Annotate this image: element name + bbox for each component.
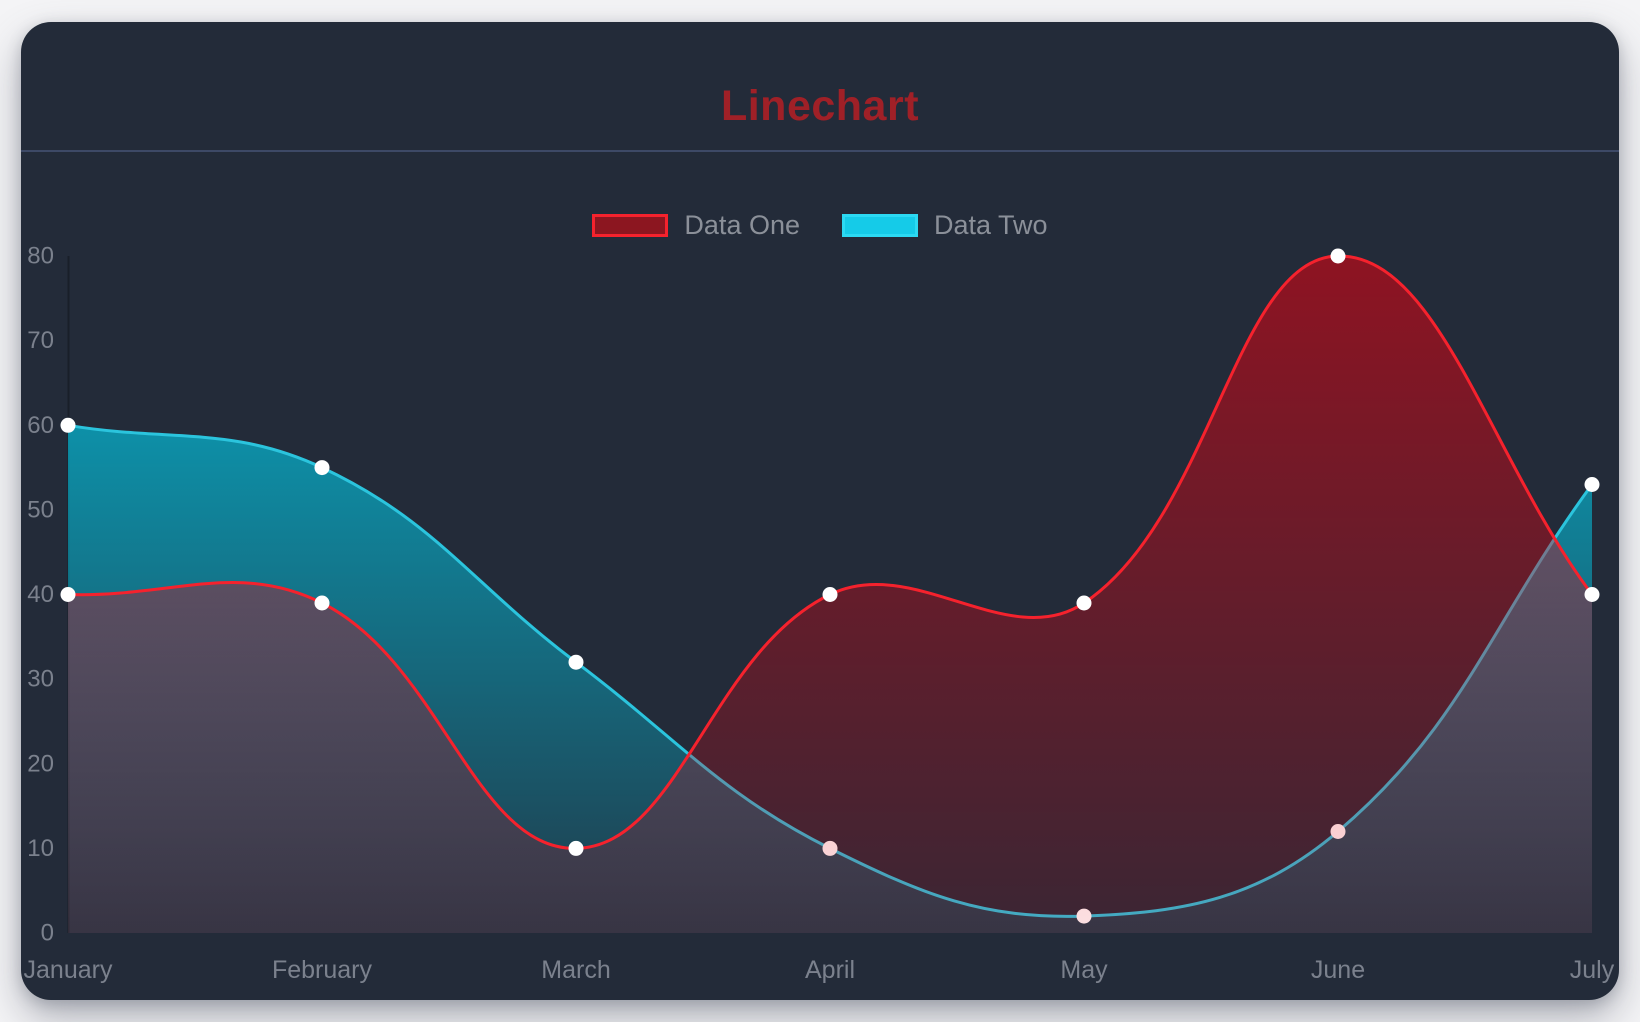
- header-divider: [21, 150, 1619, 152]
- x-tick-label-july: July: [1570, 956, 1615, 984]
- legend-item-data-one[interactable]: Data One: [592, 210, 800, 241]
- x-tick-label-january: January: [24, 956, 113, 984]
- data-point-data-two-january[interactable]: [60, 417, 76, 433]
- legend-swatch-data-two: [842, 214, 918, 237]
- data-point-data-two-march[interactable]: [568, 654, 584, 670]
- line-chart-canvas[interactable]: 0 10 20 30 40 50 60 70 80 January February March Apr…: [21, 22, 1619, 1000]
- data-point-data-one-july[interactable]: [1584, 587, 1600, 602]
- y-tick-label-60: 60: [27, 412, 54, 439]
- x-tick-label-may: May: [1060, 956, 1108, 984]
- area-fill-data-one: [68, 255, 1592, 933]
- y-tick-label-20: 20: [27, 750, 54, 777]
- chart-card: Linechart Data One Data Two 0 10 20 30 40 50 6…: [21, 22, 1619, 1000]
- x-tick-label-april: April: [805, 956, 855, 984]
- page-title: Linechart: [720, 82, 920, 130]
- data-point-data-one-march[interactable]: [568, 840, 584, 856]
- y-tick-label-0: 0: [41, 920, 54, 947]
- line-data-one: [66, 254, 1594, 850]
- data-point-data-one-january[interactable]: [60, 587, 76, 602]
- legend-swatch-data-one: [592, 214, 669, 237]
- legend-label: Data One: [684, 210, 800, 240]
- legend-item-data-two[interactable]: Data Two: [842, 210, 1048, 241]
- chart-legend: Data One Data Two: [21, 210, 1619, 241]
- y-tick-label-10: 10: [27, 835, 54, 862]
- legend-label: Data Two: [934, 210, 1048, 240]
- data-point-data-one-june[interactable]: [1330, 248, 1346, 264]
- x-tick-label-june: June: [1311, 956, 1365, 984]
- y-tick-label-50: 50: [27, 496, 54, 523]
- y-tick-label-80: 80: [27, 243, 54, 270]
- data-point-data-one-april[interactable]: [822, 587, 838, 602]
- data-point-data-one-february[interactable]: [314, 595, 330, 611]
- y-tick-label-40: 40: [27, 581, 54, 608]
- data-point-data-two-july[interactable]: [1584, 477, 1600, 492]
- x-tick-label-february: February: [272, 956, 373, 984]
- data-point-data-one-may[interactable]: [1076, 595, 1092, 611]
- x-tick-label-march: March: [541, 956, 610, 984]
- data-point-data-two-february[interactable]: [314, 460, 330, 476]
- y-tick-label-30: 30: [27, 666, 54, 693]
- y-tick-label-70: 70: [27, 327, 54, 354]
